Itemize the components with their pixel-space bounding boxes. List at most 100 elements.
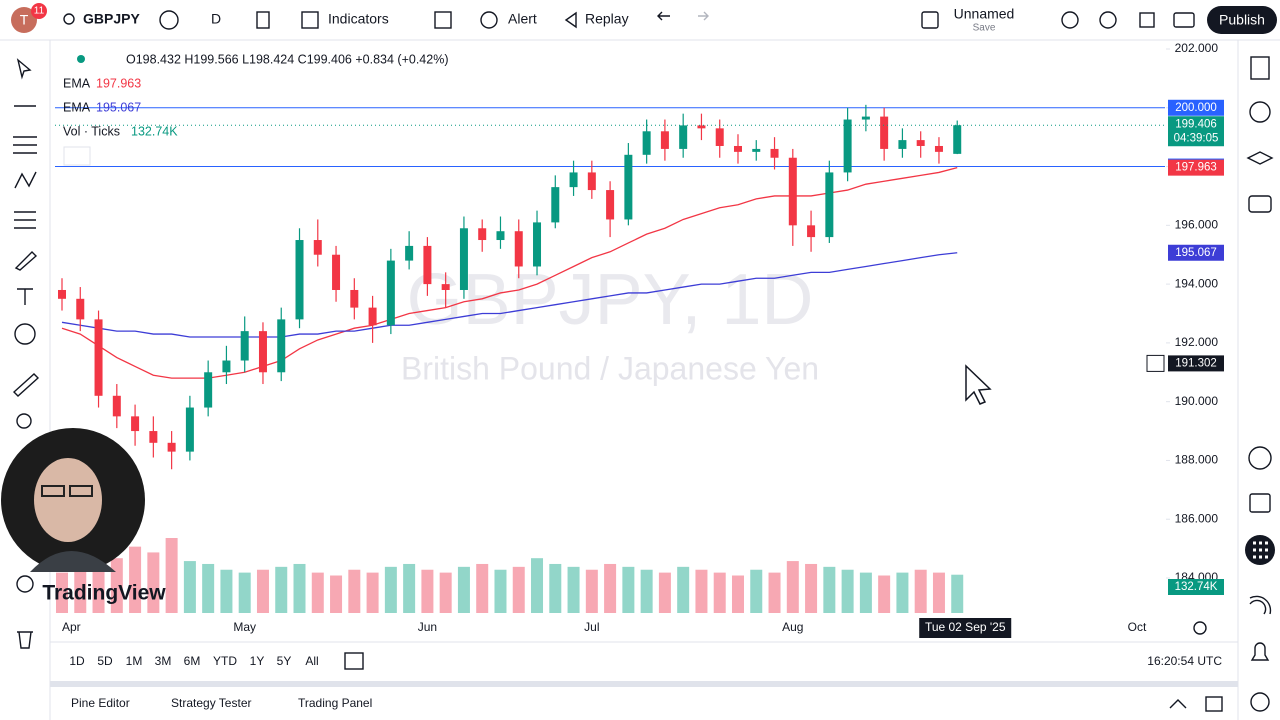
- avatar[interactable]: [11, 7, 37, 33]
- volume-tag-label: 132.74K: [1175, 581, 1218, 593]
- candle-body: [679, 125, 688, 149]
- volume-bar: [512, 566, 525, 613]
- candle-body: [459, 228, 468, 290]
- emoji-tool[interactable]: [14, 323, 36, 345]
- ideas[interactable]: [1248, 446, 1272, 470]
- alert[interactable]: Alert: [508, 11, 537, 27]
- watchlist[interactable]: [1250, 56, 1270, 80]
- timeframe[interactable]: YTD: [213, 654, 237, 668]
- candle-body: [770, 148, 779, 158]
- glasses: [69, 485, 93, 497]
- candle-body: [222, 360, 231, 373]
- crosshair-add[interactable]: [1146, 354, 1165, 372]
- volume-label: Vol · Ticks: [63, 124, 120, 138]
- alerts[interactable]: [1249, 101, 1271, 123]
- save[interactable]: Save: [973, 23, 996, 34]
- volume-bar: [311, 572, 324, 613]
- x-tick-label: Apr: [62, 620, 81, 634]
- right-sidebar: [1237, 40, 1275, 720]
- undo[interactable]: [657, 11, 670, 21]
- add-symbol[interactable]: [159, 10, 179, 30]
- brush-tool[interactable]: [14, 251, 38, 271]
- panel-tab[interactable]: Strategy Tester: [171, 696, 251, 710]
- webcam: [1, 428, 145, 572]
- settings[interactable]: [1099, 11, 1117, 29]
- ruler-tool[interactable]: [12, 373, 40, 397]
- timeframe[interactable]: 1M: [126, 654, 143, 668]
- publish[interactable]: Publish: [1219, 12, 1265, 28]
- text-tool[interactable]: [17, 288, 33, 305]
- zoom-tool[interactable]: [16, 413, 32, 429]
- trash-tool[interactable]: [17, 631, 33, 649]
- x-tick-label: May: [233, 620, 256, 634]
- volume-bar: [585, 569, 598, 613]
- pattern-tool[interactable]: [14, 171, 37, 189]
- timeframe[interactable]: 1D: [69, 654, 85, 668]
- timeframe[interactable]: All: [305, 654, 318, 668]
- glasses: [41, 485, 65, 497]
- candle-body: [496, 231, 505, 241]
- timeframe[interactable]: 5D: [97, 654, 113, 668]
- chat[interactable]: [1248, 195, 1272, 213]
- volume-bar: [677, 566, 690, 613]
- layout-name[interactable]: Unnamed: [954, 6, 1015, 22]
- cursor-tool[interactable]: [16, 58, 32, 80]
- search-icon[interactable]: [63, 13, 75, 25]
- date-range[interactable]: [344, 652, 364, 670]
- publish-button[interactable]: [1207, 6, 1277, 34]
- prediction-tool[interactable]: [14, 211, 36, 229]
- chart-type[interactable]: [256, 11, 270, 29]
- timeframe[interactable]: 5Y: [277, 654, 292, 668]
- help[interactable]: [1250, 692, 1270, 712]
- templates[interactable]: [434, 11, 452, 29]
- volume-bar: [494, 569, 507, 613]
- candle-body: [386, 260, 395, 326]
- volume-bar: [951, 574, 964, 613]
- layers[interactable]: [1246, 151, 1274, 165]
- collapse-legend[interactable]: [63, 146, 91, 166]
- y-tick-label: 190.000: [1175, 394, 1219, 408]
- status-dot: [77, 55, 85, 63]
- candle-body: [916, 140, 925, 146]
- collapse[interactable]: [1169, 699, 1187, 709]
- alert-icon[interactable]: [480, 11, 498, 29]
- timeframe[interactable]: 6M: [184, 654, 201, 668]
- timeframe[interactable]: 3M: [155, 654, 172, 668]
- feed[interactable]: [1249, 595, 1272, 615]
- candle-body: [514, 231, 523, 267]
- ema-tag: [1168, 244, 1224, 261]
- candle-body: [441, 284, 450, 290]
- badge-count: 11: [34, 6, 45, 17]
- symbol[interactable]: GBPJPY: [83, 11, 140, 27]
- volume-bar: [823, 566, 836, 613]
- axis-settings[interactable]: [1193, 621, 1207, 635]
- volume-bar: [878, 575, 891, 613]
- replay-icon[interactable]: [564, 11, 577, 29]
- replay[interactable]: Replay: [585, 11, 629, 27]
- candle-body: [277, 319, 286, 373]
- y-tick-label: 194.000: [1175, 276, 1219, 290]
- visibility-tool[interactable]: [16, 575, 34, 593]
- redo[interactable]: [698, 11, 709, 21]
- layout-icon[interactable]: [921, 11, 939, 29]
- panel-tab[interactable]: Pine Editor: [71, 696, 130, 710]
- volume-bar: [476, 563, 489, 613]
- snapshot[interactable]: [1173, 12, 1195, 28]
- panel-tab[interactable]: Trading Panel: [298, 696, 372, 710]
- quick-search[interactable]: [1061, 11, 1079, 29]
- watermark-name: British Pound / Japanese Yen: [401, 350, 819, 386]
- maximize[interactable]: [1205, 696, 1223, 712]
- notifications[interactable]: [1250, 642, 1270, 661]
- fullscreen[interactable]: [1139, 12, 1155, 28]
- interval[interactable]: D: [211, 11, 221, 27]
- calendar[interactable]: [1249, 493, 1271, 513]
- indicators-icon[interactable]: [301, 11, 319, 29]
- fib-tool[interactable]: [13, 136, 37, 154]
- volume-bar: [549, 563, 562, 613]
- logo: TradingView: [42, 582, 166, 605]
- timeframe[interactable]: 1Y: [250, 654, 265, 668]
- ohlc: O198.432 H199.566 L198.424 C199.406 +0.8…: [126, 52, 448, 66]
- indicators[interactable]: Indicators: [328, 11, 389, 27]
- y-tick-label: 196.000: [1175, 218, 1219, 232]
